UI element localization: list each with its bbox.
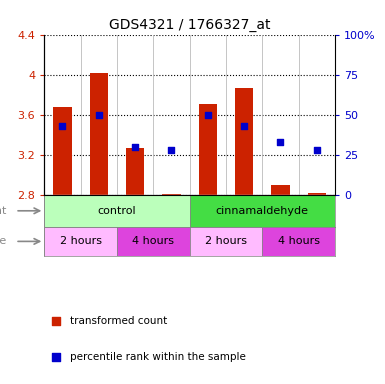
Bar <box>262 227 335 256</box>
Text: time: time <box>0 237 7 247</box>
Text: control: control <box>98 206 136 216</box>
Text: cinnamaldehyde: cinnamaldehyde <box>216 206 309 216</box>
Bar <box>199 104 217 195</box>
Point <box>132 144 138 150</box>
Text: 4 hours: 4 hours <box>132 237 174 247</box>
Text: 4 hours: 4 hours <box>278 237 320 247</box>
Bar <box>117 227 190 256</box>
Bar <box>271 185 290 195</box>
Bar <box>162 194 181 195</box>
Point <box>314 147 320 153</box>
Bar <box>54 107 72 195</box>
Bar <box>308 193 326 195</box>
Title: GDS4321 / 1766327_at: GDS4321 / 1766327_at <box>109 18 270 32</box>
Point <box>53 354 59 360</box>
Bar <box>190 227 262 256</box>
Text: percentile rank within the sample: percentile rank within the sample <box>70 352 246 362</box>
Point <box>59 123 65 129</box>
Point <box>96 112 102 118</box>
Text: 2 hours: 2 hours <box>60 237 102 247</box>
Point <box>205 112 211 118</box>
Point <box>277 139 283 145</box>
Point <box>53 318 59 324</box>
Point <box>241 123 247 129</box>
Bar <box>126 148 144 195</box>
Bar <box>90 73 108 195</box>
Bar <box>44 195 190 227</box>
Bar <box>190 195 335 227</box>
Text: 2 hours: 2 hours <box>205 237 247 247</box>
Text: agent: agent <box>0 206 7 216</box>
Bar <box>235 88 253 195</box>
Text: transformed count: transformed count <box>70 316 167 326</box>
Point <box>168 147 174 153</box>
Bar <box>44 227 117 256</box>
